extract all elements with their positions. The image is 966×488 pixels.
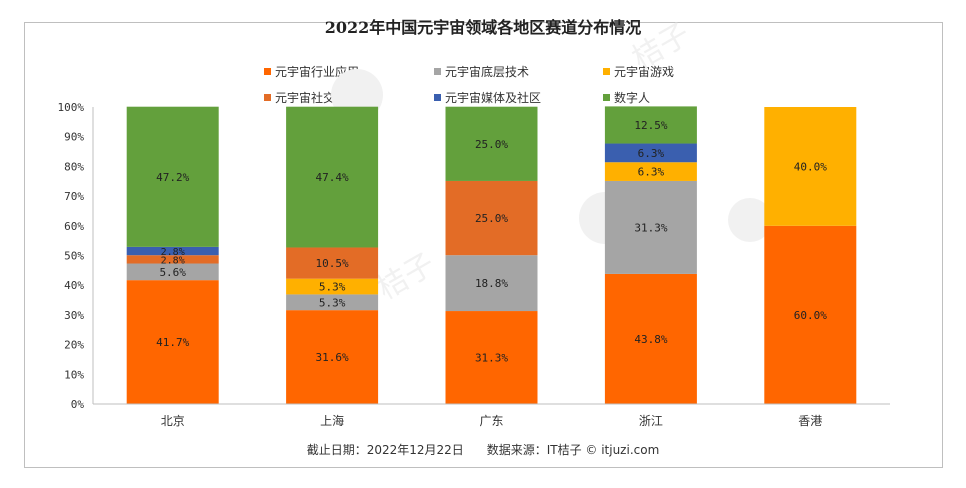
x-axis: 北京 上海 广东 浙江 香港 bbox=[93, 403, 890, 428]
data-label: 43.8% bbox=[634, 333, 667, 346]
data-label: 5.6% bbox=[159, 266, 186, 279]
y-tick-label: 0% bbox=[71, 398, 85, 411]
legend-item: 元宇宙媒体及社区 bbox=[434, 89, 541, 106]
data-label: 31.3% bbox=[634, 221, 667, 234]
bar-segment bbox=[286, 310, 379, 404]
data-label: 25.0% bbox=[475, 212, 508, 225]
data-label: 60.0% bbox=[794, 309, 827, 322]
data-label: 40.0% bbox=[794, 160, 827, 173]
bar-segment bbox=[126, 106, 219, 247]
bar-segment bbox=[286, 247, 379, 279]
legend-swatch bbox=[603, 68, 610, 75]
cutoff-date: 截止日期：2022年12月22日 bbox=[306, 443, 464, 457]
footer: 截止日期：2022年12月22日 数据来源：IT桔子 © itjuzi.com bbox=[0, 441, 966, 458]
x-tick-label: 北京 bbox=[161, 414, 185, 428]
data-label: 6.3% bbox=[638, 147, 665, 160]
data-source: 数据来源：IT桔子 © itjuzi.com bbox=[486, 443, 660, 457]
y-tick-label: 30% bbox=[64, 309, 84, 322]
watermark: 桔子 桔子 bbox=[331, 17, 772, 307]
legend-label: 数字人 bbox=[614, 91, 651, 105]
x-tick-label: 广东 bbox=[479, 414, 503, 428]
legend-label: 元宇宙行业应用 bbox=[275, 65, 360, 79]
data-label: 31.3% bbox=[475, 352, 508, 365]
legend-item: 元宇宙底层技术 bbox=[434, 63, 529, 80]
legend-swatch bbox=[434, 68, 441, 75]
bar-segment bbox=[445, 311, 538, 404]
y-tick-label: 100% bbox=[58, 101, 85, 114]
data-label: 25.0% bbox=[475, 138, 508, 151]
bar-segment bbox=[445, 255, 538, 312]
data-label: 31.6% bbox=[316, 351, 349, 364]
legend-label: 元宇宙游戏 bbox=[614, 65, 675, 79]
bars: 41.7%5.6%2.8%2.8%47.2%31.6%5.3%5.3%10.5%… bbox=[126, 106, 857, 404]
bar-segment bbox=[604, 273, 697, 404]
legend-label: 元宇宙社交 bbox=[275, 91, 336, 105]
bar-segment bbox=[126, 263, 219, 281]
y-axis: 0% 10% 20% 30% 40% 50% 60% 70% 80% 90% 100% bbox=[58, 101, 94, 411]
bar-segment bbox=[286, 294, 379, 311]
data-label: 2.8% bbox=[161, 247, 185, 258]
bar-segment bbox=[286, 106, 379, 248]
bar-segment bbox=[126, 246, 219, 256]
data-label: 47.4% bbox=[316, 171, 349, 184]
y-tick-label: 20% bbox=[64, 339, 84, 352]
y-tick-label: 50% bbox=[64, 250, 84, 263]
legend-item: 元宇宙游戏 bbox=[603, 63, 674, 80]
bar-segment bbox=[604, 162, 697, 181]
y-tick-label: 10% bbox=[64, 368, 84, 381]
y-tick-label: 40% bbox=[64, 279, 84, 292]
data-label: 12.5% bbox=[634, 119, 667, 132]
data-label: 5.3% bbox=[319, 281, 346, 294]
data-label: 10.5% bbox=[316, 257, 349, 270]
x-tick-label: 上海 bbox=[320, 413, 344, 428]
watermark-logo bbox=[728, 198, 772, 242]
data-label: 2.8% bbox=[161, 255, 185, 266]
data-label: 41.7% bbox=[156, 336, 189, 349]
bar-segment bbox=[604, 180, 697, 274]
legend-label: 元宇宙底层技术 bbox=[445, 65, 530, 79]
legend-item: 元宇宙社交 bbox=[264, 89, 335, 106]
x-tick-label: 浙江 bbox=[639, 414, 663, 428]
legend-label: 元宇宙媒体及社区 bbox=[445, 91, 542, 105]
legend-swatch bbox=[264, 94, 271, 101]
legend-item: 元宇宙行业应用 bbox=[264, 63, 359, 80]
data-label: 47.2% bbox=[156, 171, 189, 184]
bar-segment bbox=[445, 180, 538, 256]
data-label: 5.3% bbox=[319, 296, 346, 309]
data-label: 18.8% bbox=[475, 277, 508, 290]
x-tick-label: 香港 bbox=[798, 414, 822, 428]
chart-title: 2022年中国元宇宙领域各地区赛道分布情况 bbox=[324, 18, 642, 37]
legend-swatch bbox=[264, 68, 271, 75]
legend-swatch bbox=[603, 94, 610, 101]
bar-segment bbox=[445, 106, 538, 181]
bar-segment bbox=[126, 255, 219, 264]
y-tick-label: 60% bbox=[64, 220, 84, 233]
bar-segment bbox=[126, 280, 219, 404]
bar-segment bbox=[604, 106, 697, 144]
bar-segment bbox=[764, 107, 857, 226]
bar-segment bbox=[764, 225, 857, 404]
legend-swatch bbox=[434, 94, 441, 101]
data-label: 6.3% bbox=[638, 166, 665, 179]
y-tick-label: 80% bbox=[64, 160, 84, 173]
watermark-text: 桔子 bbox=[627, 17, 696, 77]
watermark-text: 桔子 bbox=[372, 247, 441, 307]
bar-segment bbox=[286, 278, 379, 295]
y-tick-label: 90% bbox=[64, 131, 84, 144]
y-tick-label: 70% bbox=[64, 190, 84, 203]
bar-segment bbox=[604, 143, 697, 163]
legend-item: 数字人 bbox=[603, 89, 650, 106]
